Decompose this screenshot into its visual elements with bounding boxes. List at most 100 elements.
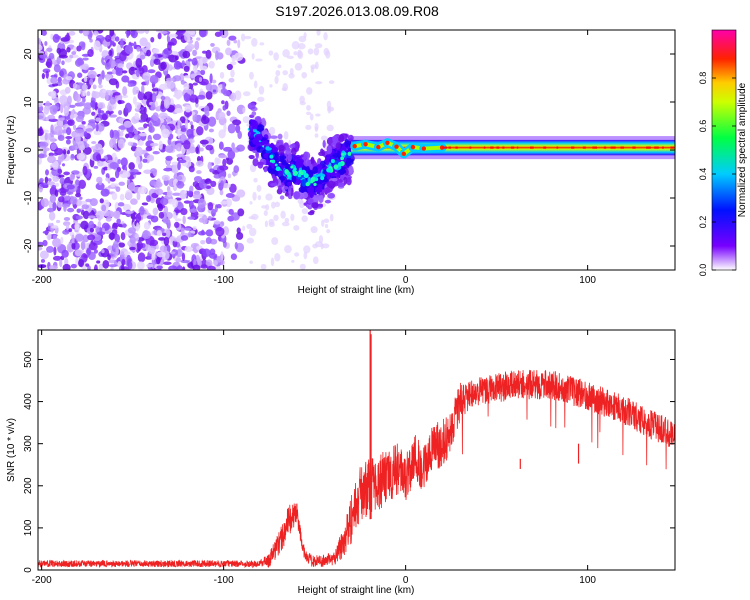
- noise-blob: [205, 185, 212, 190]
- noise-blob: [153, 58, 161, 65]
- sparse-blob: [291, 41, 300, 50]
- noise-blob: [138, 132, 148, 137]
- sparse-blob: [273, 214, 279, 221]
- noise-blob: [149, 58, 155, 67]
- snr-y-tick-label: 400: [23, 393, 34, 410]
- noise-blob: [167, 41, 172, 52]
- noise-blob: [91, 91, 101, 99]
- sparse-blob: [249, 71, 254, 80]
- noise-blob: [220, 88, 228, 95]
- noise-blob: [191, 57, 198, 66]
- noise-blob: [161, 128, 170, 139]
- noise-blob: [39, 53, 48, 59]
- carrier-wobble-peak: [363, 142, 368, 147]
- noise-blob: [124, 210, 134, 215]
- noise-blob: [97, 221, 102, 228]
- noise-blob: [117, 159, 122, 165]
- noise-blob: [81, 204, 90, 210]
- noise-blob: [208, 253, 218, 259]
- transition-speck: [269, 159, 273, 163]
- noise-blob: [63, 217, 71, 221]
- snr-x-tick-label: -100: [214, 575, 234, 586]
- noise-blob: [44, 176, 49, 184]
- noise-blob: [64, 258, 69, 266]
- noise-blob: [188, 30, 196, 36]
- transition-blob: [326, 174, 331, 180]
- noise-blob: [182, 266, 186, 270]
- noise-blob: [173, 60, 182, 70]
- noise-blob: [89, 227, 95, 233]
- noise-blob: [82, 165, 88, 176]
- noise-blob: [82, 210, 90, 220]
- noise-blob: [49, 137, 56, 143]
- noise-blob: [47, 114, 56, 120]
- noise-blob: [130, 30, 139, 39]
- noise-blob: [97, 101, 106, 109]
- snr-x-tick-label: -200: [32, 575, 52, 586]
- noise-blob: [141, 84, 145, 94]
- noise-blob: [180, 235, 189, 241]
- transition-blob: [312, 166, 318, 174]
- transition-speck: [333, 164, 339, 170]
- noise-blob: [96, 154, 101, 161]
- noise-blob: [215, 50, 219, 61]
- noise-blob: [95, 182, 105, 191]
- noise-blob: [59, 70, 64, 77]
- sparse-blob: [327, 106, 335, 112]
- transition-blob: [324, 199, 332, 204]
- noise-blob: [52, 255, 62, 261]
- noise-blob: [141, 202, 149, 206]
- noise-blob: [230, 92, 237, 102]
- sparse-blob: [253, 80, 258, 89]
- noise-blob: [187, 231, 192, 238]
- transition-blob: [256, 124, 265, 132]
- sparse-blob: [305, 124, 312, 131]
- noise-blob: [176, 153, 185, 158]
- noise-blob: [183, 190, 187, 194]
- transition-blob: [307, 198, 314, 204]
- noise-blob: [183, 140, 191, 150]
- transition-blob: [326, 145, 333, 155]
- transition-blob: [251, 111, 257, 116]
- sparse-blob: [244, 35, 252, 40]
- sparse-blob: [282, 49, 290, 58]
- noise-blob: [186, 128, 194, 138]
- noise-blob: [119, 51, 127, 62]
- noise-blob: [63, 107, 70, 117]
- transition-blob: [277, 133, 283, 140]
- transition-blob: [302, 191, 308, 199]
- noise-blob: [210, 180, 217, 188]
- noise-blob: [114, 234, 121, 243]
- noise-blob: [51, 225, 59, 229]
- spectrogram-x-axis-label: Height of straight line (km): [298, 285, 415, 296]
- noise-blob: [83, 76, 88, 83]
- noise-blob: [51, 184, 57, 189]
- noise-blob: [186, 43, 195, 50]
- noise-blob: [98, 265, 103, 270]
- noise-blob: [129, 236, 136, 244]
- transition-blob: [293, 155, 298, 162]
- noise-blob: [179, 134, 187, 142]
- noise-blob: [57, 168, 63, 175]
- noise-blob: [151, 192, 159, 199]
- transition-speck: [337, 162, 343, 167]
- noise-blob: [218, 141, 224, 150]
- colorbar-tick-label: 0.2: [698, 216, 708, 229]
- noise-blob: [184, 246, 193, 253]
- sparse-blob: [251, 37, 258, 47]
- noise-blob: [163, 99, 170, 109]
- sparse-blob: [253, 177, 258, 183]
- noise-blob: [137, 139, 144, 146]
- noise-blob: [96, 122, 105, 132]
- snr-y-tick-label: 0: [23, 567, 34, 573]
- sparse-blob: [270, 257, 275, 267]
- noise-blob: [189, 121, 193, 126]
- noise-blob: [121, 263, 125, 270]
- sparse-blob: [257, 194, 262, 201]
- noise-blob: [140, 107, 145, 111]
- sparse-blob: [306, 87, 313, 95]
- noise-blob: [96, 231, 106, 236]
- sparse-blob: [326, 229, 331, 234]
- sparse-blob: [282, 70, 289, 76]
- noise-blob: [67, 207, 75, 213]
